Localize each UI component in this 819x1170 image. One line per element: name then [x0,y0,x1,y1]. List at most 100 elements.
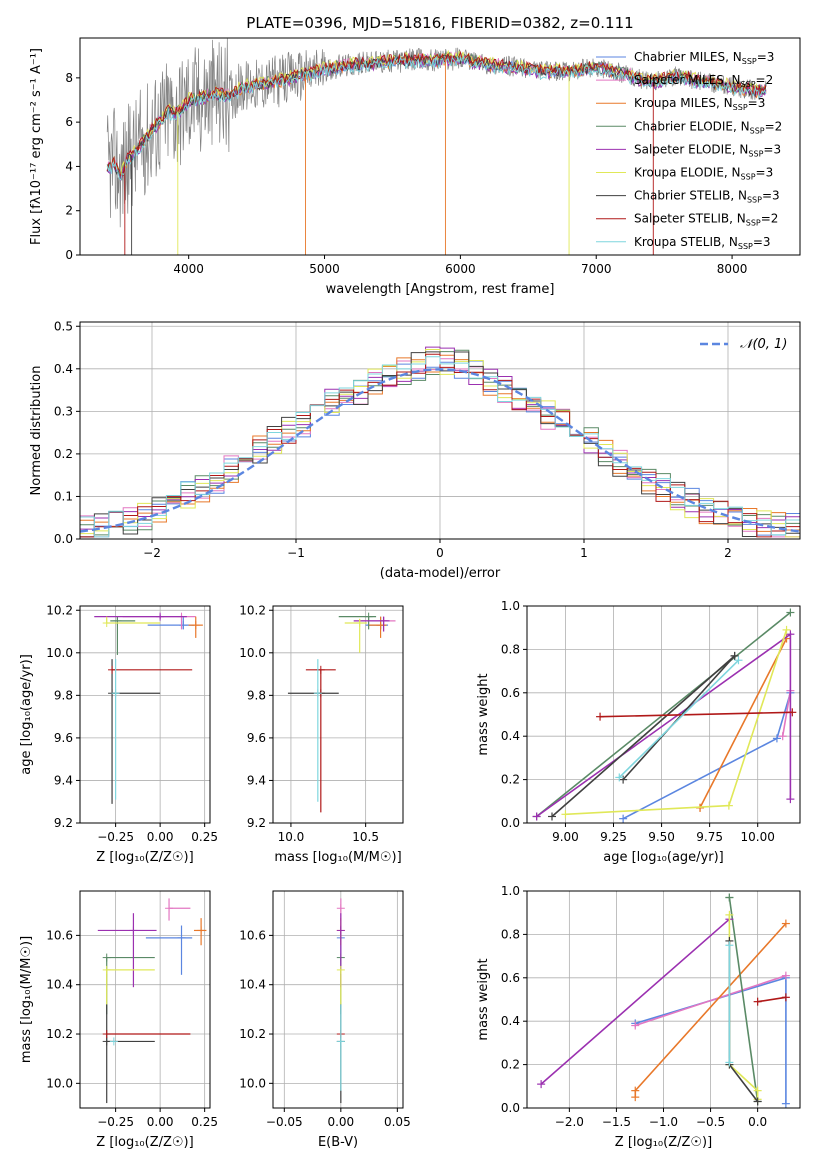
weight-line [551,655,736,818]
y-axis-label: Normed distribution [29,366,44,496]
plot-area [532,608,797,823]
plot-area [336,898,345,1104]
y-tick-label: 0.3 [54,404,73,418]
y-tick-label: 4 [65,159,73,173]
x-tick-label: 0.00 [327,1115,354,1129]
y-tick-label: 0.4 [54,362,73,376]
x-tick-label: 0.00 [147,830,174,844]
y-tick-label: 0 [65,248,73,262]
y-tick-label: 10.4 [46,978,73,992]
y-tick-label: 10.6 [239,928,266,942]
weight-line [618,659,740,778]
error-bar-point [102,616,161,628]
x-tick-label: −0.25 [97,1115,134,1129]
y-tick-label: 0.4 [501,729,520,743]
axes-frame [79,321,801,540]
plot-area [97,898,207,1104]
y-tick-label: 9.8 [247,688,266,702]
y-tick-label: 0.6 [501,971,520,985]
y-tick-label: 0.6 [501,686,520,700]
y-axis-label: Flux [fλ10⁻¹⁷ erg cm⁻² s⁻¹ A⁻¹] [29,48,44,245]
weight-line [540,918,730,1085]
legend-label: 𝒩(0, 1) [740,337,787,352]
panel-spectrum: 4000 5000 6000 7000 8000 0 2 4 6 8 wavelength [Ang… [29,37,801,297]
error-bar-point [344,618,368,653]
y-axis-label: mass weight [476,958,491,1040]
legend-label: Salpeter STELIB, NSSP=2 [634,212,778,228]
y-tick-label: 10.6 [46,928,73,942]
x-axis-label: wavelength [Angstrom, rest frame] [326,282,555,297]
y-axis-label: mass weight [476,673,491,755]
panel-age-vs-Z: −0.25 0.00 0.25 9.2 9.4 9.6 9.8 10.0 10.2 Z [log₁… [19,603,218,865]
x-tick-label: 1 [580,546,588,560]
y-tick-label: 9.4 [247,773,266,787]
plot-area [106,38,767,255]
legend-label: Kroupa MILES, NSSP=3 [634,96,765,112]
y-tick-label: 9.8 [54,688,73,702]
plot-area [287,612,396,813]
x-tick-label: 5000 [309,262,340,276]
x-tick-label: 0.05 [384,1115,411,1129]
x-tick-label: −1.0 [649,1115,678,1129]
x-tick-label: 8000 [717,262,748,276]
spectrum-model-line [106,54,767,181]
x-tick-label: 10.00 [741,830,775,844]
plot-area [537,893,790,1108]
error-bar-point [111,659,120,800]
y-tick-label: 10.2 [239,603,266,617]
panel-mass-weight-vs-Z: −2.0 −1.5 −1.0 −0.5 0.0 0.0 0.2 0.4 0.6 0.8 1.0 Z [… [476,884,801,1150]
x-tick-label: 0.25 [191,1115,218,1129]
y-tick-label: 1.0 [501,884,520,898]
weight-line [757,996,787,1003]
y-tick-label: 9.2 [54,816,73,830]
plot-area [94,612,203,804]
error-bar-point [338,612,377,630]
error-bar-point [94,612,187,621]
x-tick-label: 6000 [445,262,476,276]
x-tick-label: 10.0 [278,830,305,844]
x-tick-label: 0 [436,546,444,560]
y-tick-label: 10.0 [46,1076,73,1090]
x-tick-label: −1.5 [602,1115,631,1129]
x-tick-label: −2 [143,546,161,560]
y-tick-label: 0.4 [501,1014,520,1028]
gaussian-curve [80,368,800,533]
y-tick-label: 2 [65,204,73,218]
x-tick-label: 4000 [173,262,204,276]
y-tick-label: 0.1 [54,489,73,503]
x-tick-label: −1 [287,546,305,560]
axes-frame [79,605,211,824]
error-bar-point [336,1004,345,1091]
error-bar-point [188,616,203,638]
error-bar-point [165,898,191,921]
y-tick-label: 10.2 [46,1027,73,1041]
y-tick-label: 9.4 [54,773,73,787]
x-tick-label: 9.00 [552,830,579,844]
legend-label: Kroupa ELODIE, NSSP=3 [634,166,773,182]
spectrum-legend: Chabrier MILES, NSSP=3 Salpeter MILES, NS… [596,50,782,251]
y-axis-label: age [log₁₀(age/yr)] [19,654,34,775]
legend-label: Chabrier ELODIE, NSSP=2 [634,119,782,135]
x-tick-label: 0.25 [191,830,218,844]
x-axis-label: Z [log₁₀(Z/Z☉)] [96,1135,193,1150]
error-bar-point [109,1037,118,1046]
y-tick-label: 10.2 [46,603,73,617]
x-tick-label: 9.75 [696,830,723,844]
x-tick-label: 7000 [581,262,612,276]
y-tick-label: 0.0 [54,532,73,546]
legend-label: Kroupa STELIB, NSSP=3 [634,235,771,251]
x-tick-label: −2.0 [555,1115,584,1129]
y-tick-label: 10.4 [239,978,266,992]
axes-frame [526,890,801,1109]
panel-mass-weight-vs-age: 9.00 9.25 9.50 9.75 10.00 0.0 0.2 0.4 0.6 0.8 1.0 a… [476,599,801,865]
error-bar-point [147,616,194,630]
weight-line [781,690,792,737]
x-tick-label: 9.25 [600,830,627,844]
error-bar-point [102,1030,191,1039]
error-bar-point [336,965,345,1005]
error-bar-point [108,665,193,674]
x-tick-label: 10.5 [352,830,379,844]
x-tick-label: −0.25 [97,830,134,844]
x-tick-label: 2 [724,546,732,560]
